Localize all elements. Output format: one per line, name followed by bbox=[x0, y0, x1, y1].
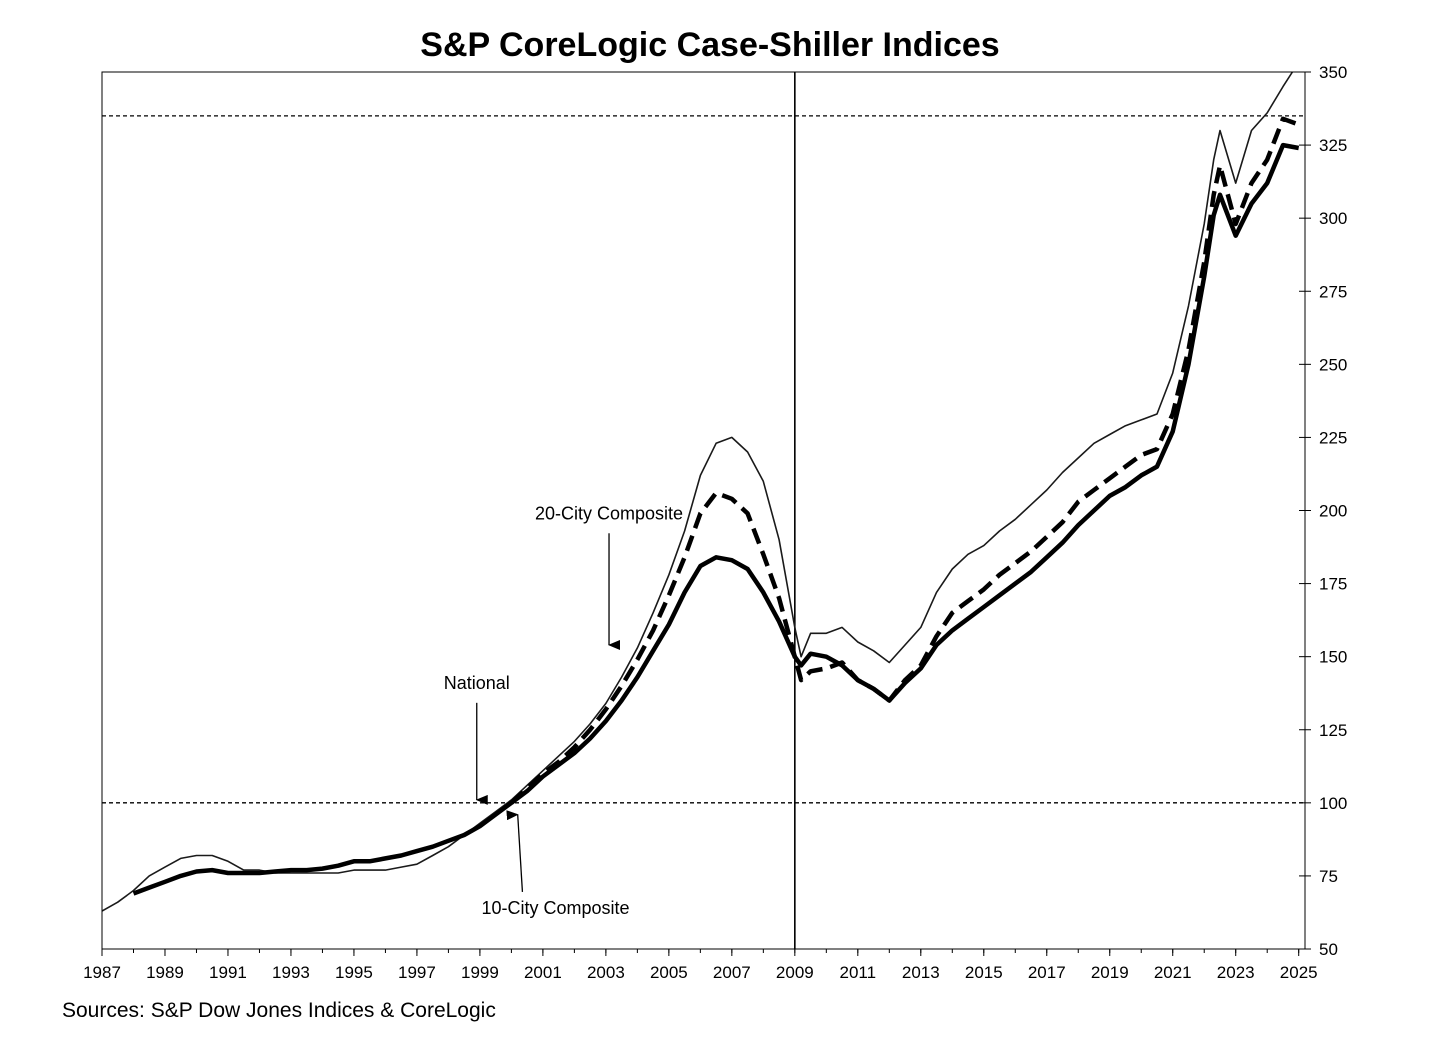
y-tick-label: 100 bbox=[1319, 794, 1347, 813]
x-tick-label: 2023 bbox=[1217, 963, 1255, 982]
x-tick-label: 2009 bbox=[776, 963, 814, 982]
y-tick-label: 275 bbox=[1319, 282, 1347, 301]
y-tick-label: 300 bbox=[1319, 209, 1347, 228]
x-tick-label: 2013 bbox=[902, 963, 940, 982]
x-tick-label: 2003 bbox=[587, 963, 625, 982]
series-line-20-city bbox=[509, 116, 1300, 805]
annotation-label: National bbox=[444, 673, 510, 693]
x-tick-label: 1993 bbox=[272, 963, 310, 982]
x-tick-label: 1991 bbox=[209, 963, 247, 982]
x-tick-label: 2021 bbox=[1154, 963, 1192, 982]
chart-title: S&P CoreLogic Case-Shiller Indices bbox=[420, 26, 1000, 64]
x-tick-label: 2011 bbox=[840, 963, 877, 982]
y-tick-label: 50 bbox=[1319, 940, 1338, 959]
plot-frame bbox=[101, 71, 1306, 950]
x-tick-label: 2007 bbox=[713, 963, 751, 982]
x-tick-label: 2017 bbox=[1028, 963, 1066, 982]
x-tick-label: 2019 bbox=[1091, 963, 1129, 982]
x-tick-label: 1987 bbox=[83, 963, 121, 982]
x-tick-label: 2025 bbox=[1280, 963, 1318, 982]
x-tick-label: 1997 bbox=[398, 963, 436, 982]
x-tick-label: 2001 bbox=[524, 963, 562, 982]
y-tick-label: 75 bbox=[1319, 867, 1338, 886]
x-tick-label: 1989 bbox=[146, 963, 184, 982]
x-tick-label: 1999 bbox=[461, 963, 499, 982]
y-tick-label: 200 bbox=[1319, 502, 1347, 521]
annotation-label: 10-City Composite bbox=[481, 898, 629, 918]
series-line-10-city bbox=[132, 142, 1300, 896]
x-tick-label: 2005 bbox=[650, 963, 688, 982]
series-line-national bbox=[102, 72, 1294, 912]
y-tick-label: 175 bbox=[1319, 575, 1347, 594]
y-tick-label: 150 bbox=[1319, 648, 1347, 667]
chart-source-note: Sources: S&P Dow Jones Indices & CoreLog… bbox=[62, 999, 496, 1022]
x-tick-label: 2015 bbox=[965, 963, 1003, 982]
y-tick-label: 250 bbox=[1319, 355, 1347, 374]
annotation-label: 20-City Composite bbox=[535, 503, 683, 523]
y-tick-label: 225 bbox=[1319, 428, 1347, 447]
x-tick-label: 1995 bbox=[335, 963, 373, 982]
annotation-arrow bbox=[506, 810, 524, 892]
y-tick-label: 350 bbox=[1319, 63, 1347, 82]
y-tick-label: 325 bbox=[1319, 136, 1347, 155]
y-tick-label: 125 bbox=[1319, 721, 1347, 740]
